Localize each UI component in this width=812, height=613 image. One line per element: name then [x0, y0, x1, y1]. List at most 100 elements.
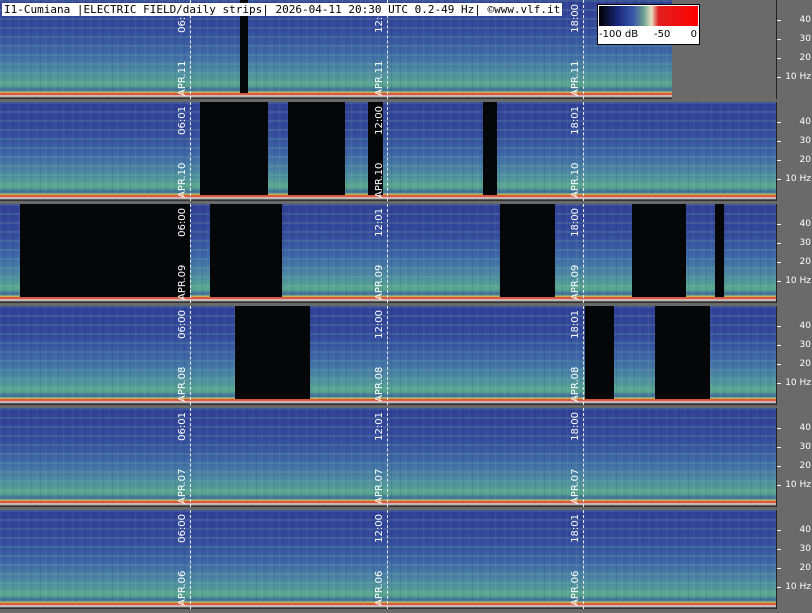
tick-mark	[777, 345, 781, 346]
time-label: APR.10 12:00	[374, 106, 386, 198]
date-label: APR.09	[374, 264, 385, 300]
time-label: APR.07 18:00	[570, 412, 582, 504]
tick-mark	[777, 281, 781, 282]
tick-label: 40	[799, 219, 811, 229]
tick-label: 20	[799, 359, 811, 369]
time-label: APR.07 06:01	[177, 412, 189, 504]
hour-line	[387, 204, 388, 303]
hour-label: 06:00	[177, 310, 188, 339]
hour-label: 18:00	[570, 4, 581, 33]
date-label: APR.06	[374, 570, 385, 606]
tick-label: 40	[799, 423, 811, 433]
tick-mark	[777, 77, 781, 78]
time-label: APR.09 18:00	[570, 208, 582, 300]
spectrogram: APR.08 06:00 APR.08 12:00 APR.08 18:01	[0, 306, 776, 405]
hour-line	[583, 306, 584, 405]
date-label: APR.07	[570, 468, 581, 504]
hour-label: 18:01	[570, 106, 581, 135]
time-label: APR.06 18:01	[570, 514, 582, 606]
hour-line	[190, 510, 191, 609]
hour-label: 18:00	[570, 412, 581, 441]
colorbar: -100 dB -50 0	[597, 4, 700, 45]
time-label: APR.08 12:00	[374, 310, 386, 402]
frequency-axis: 40 30 20 10 Hz	[776, 0, 812, 99]
tick-mark	[777, 224, 781, 225]
tick-mark	[777, 466, 781, 467]
tick-label: 40	[799, 321, 811, 331]
hour-label: 12:01	[374, 208, 385, 237]
tick-label: 40	[799, 15, 811, 25]
tick-mark	[777, 485, 781, 486]
colorbar-label: -100 dB	[599, 29, 639, 40]
hour-line	[387, 0, 388, 99]
hour-line	[583, 510, 584, 609]
frequency-axis: 40 30 20 10 Hz	[776, 306, 812, 405]
spectrogram: APR.10 06:01 APR.10 12:00 APR.10 18:01	[0, 102, 776, 201]
time-label: APR.08 18:01	[570, 310, 582, 402]
hour-label: 18:00	[570, 208, 581, 237]
time-label: APR.11 06:00	[177, 4, 189, 96]
tick-mark	[777, 530, 781, 531]
hour-label: 12:00	[374, 310, 385, 339]
tick-mark	[777, 549, 781, 550]
hour-line	[190, 0, 191, 99]
date-label: APR.11	[177, 60, 188, 96]
tick-label: 40	[799, 525, 811, 535]
time-label: APR.09 12:01	[374, 208, 386, 300]
hour-label: 06:00	[177, 208, 188, 237]
data-gap	[632, 204, 686, 297]
hour-line	[583, 102, 584, 201]
data-gap	[500, 204, 555, 297]
date-label: APR.11	[374, 60, 385, 96]
tick-mark	[777, 326, 781, 327]
colorbar-gradient	[599, 6, 698, 26]
title: I1-Cumiana |ELECTRIC FIELD/daily strips|…	[2, 3, 563, 16]
strip: APR.10 06:01 APR.10 12:00 APR.10 18:01 40 30 20 1…	[0, 102, 812, 201]
tick-mark	[777, 383, 781, 384]
data-gap	[483, 102, 497, 195]
hour-line	[387, 510, 388, 609]
date-label: APR.07	[177, 468, 188, 504]
tick-label: 20	[799, 563, 811, 573]
data-gap	[715, 204, 724, 297]
data-gap	[585, 306, 614, 399]
strip: APR.09 06:00 APR.09 12:01 APR.09 18:00 40 30 20 1…	[0, 204, 812, 303]
tick-label: 30	[799, 544, 811, 554]
date-label: APR.07	[374, 468, 385, 504]
frequency-axis: 40 30 20 10 Hz	[776, 102, 812, 201]
tick-label: 30	[799, 136, 811, 146]
spectrogram: APR.07 06:01 APR.07 12:01 APR.07 18:00	[0, 408, 776, 507]
date-label: APR.09	[177, 264, 188, 300]
colorbar-label: 0	[690, 29, 697, 40]
hour-label: 12:00	[374, 514, 385, 543]
tick-label: 30	[799, 238, 811, 248]
tick-mark	[777, 20, 781, 21]
tick-mark	[777, 243, 781, 244]
date-label: APR.08	[570, 366, 581, 402]
time-label: APR.06 12:00	[374, 514, 386, 606]
hour-label: 12:01	[374, 412, 385, 441]
tick-label: 10 Hz	[785, 378, 811, 388]
tick-label: 10 Hz	[785, 582, 811, 592]
tick-mark	[777, 122, 781, 123]
time-label: APR.08 06:00	[177, 310, 189, 402]
frequency-axis: 40 30 20 10 Hz	[776, 510, 812, 609]
date-label: APR.10	[177, 162, 188, 198]
tick-label: 30	[799, 34, 811, 44]
time-label: APR.10 18:01	[570, 106, 582, 198]
data-gap	[240, 0, 248, 93]
data-gap	[368, 102, 383, 195]
hour-line	[190, 306, 191, 405]
date-label: APR.10	[374, 162, 385, 198]
strip: APR.07 06:01 APR.07 12:01 APR.07 18:00 40 30 20 1…	[0, 408, 812, 507]
time-label: APR.07 12:01	[374, 412, 386, 504]
strip: APR.06 06:00 APR.06 12:00 APR.06 18:01 40 30 20 1…	[0, 510, 812, 609]
tick-label: 20	[799, 155, 811, 165]
date-label: APR.06	[177, 570, 188, 606]
tick-mark	[777, 587, 781, 588]
date-label: APR.10	[570, 162, 581, 198]
data-gap	[235, 306, 310, 399]
data-gap	[655, 306, 710, 399]
hour-line	[583, 204, 584, 303]
hour-label: 18:01	[570, 310, 581, 339]
